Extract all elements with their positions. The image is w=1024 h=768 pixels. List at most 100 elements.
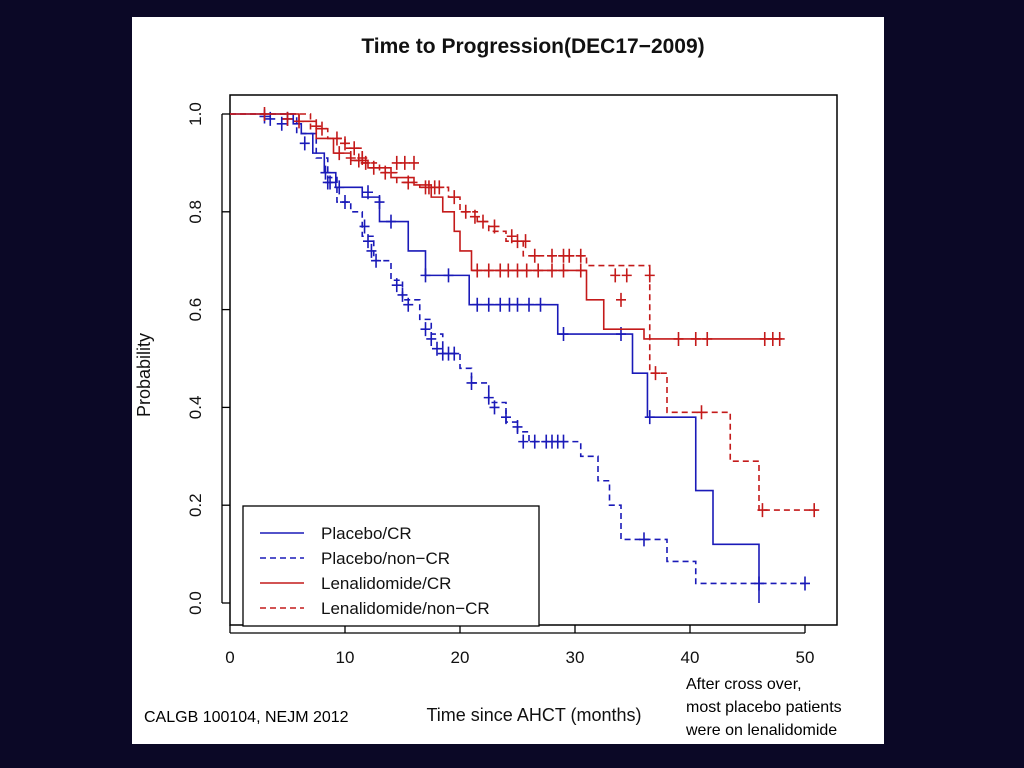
- citation-note: CALGB 100104, NEJM 2012: [144, 709, 349, 726]
- censor-mark: [503, 263, 514, 278]
- censor-mark: [320, 165, 331, 180]
- censor-mark: [466, 375, 477, 390]
- censor-mark: [518, 434, 529, 449]
- censor-mark: [432, 341, 442, 356]
- x-axis-label: Time since AHCT (months): [426, 705, 641, 725]
- x-tick-label: 40: [681, 648, 700, 667]
- censor-mark: [317, 121, 327, 136]
- censor-mark: [690, 331, 701, 346]
- censor-mark: [469, 209, 480, 224]
- censor-mark: [331, 131, 342, 146]
- censor-mark: [800, 576, 810, 591]
- censor-mark: [472, 297, 483, 312]
- censor-mark: [443, 268, 454, 283]
- x-tick-label: 0: [225, 648, 234, 667]
- censor-mark: [621, 268, 632, 283]
- censor-mark: [535, 297, 546, 312]
- censor-mark: [521, 263, 532, 278]
- censor-mark: [294, 114, 304, 129]
- censor-mark: [512, 263, 523, 278]
- censor-mark: [399, 155, 410, 170]
- censor-mark: [449, 190, 460, 205]
- censor-mark: [644, 268, 655, 283]
- legend-label: Lenalidomide/CR: [321, 574, 451, 593]
- censor-mark: [276, 116, 287, 131]
- legend-label: Placebo/non−CR: [321, 549, 450, 568]
- censor-mark: [397, 287, 408, 302]
- legend-label: Placebo/CR: [321, 524, 412, 543]
- censor-mark: [520, 234, 531, 249]
- y-tick-label: 0.6: [186, 298, 205, 322]
- censor-mark: [610, 268, 621, 283]
- censor-mark: [325, 175, 336, 190]
- censor-mark: [558, 327, 569, 342]
- crossover-note-line: After cross over,: [686, 676, 802, 693]
- censor-mark: [363, 185, 373, 200]
- y-tick-label: 0.4: [186, 396, 205, 420]
- censor-mark: [673, 331, 684, 346]
- series-1: [230, 111, 810, 591]
- censor-mark: [809, 503, 820, 518]
- censor-mark: [512, 297, 523, 312]
- censor-mark: [472, 263, 483, 278]
- censor-mark: [374, 195, 385, 210]
- censor-mark: [391, 278, 402, 293]
- censor-mark: [702, 331, 713, 346]
- y-tick-label: 1.0: [186, 102, 205, 126]
- censor-mark: [483, 297, 494, 312]
- censor-mark: [403, 297, 414, 312]
- x-tick-label: 20: [451, 648, 470, 667]
- censor-mark: [386, 214, 396, 229]
- censor-mark: [403, 175, 414, 190]
- series-group: [230, 107, 820, 603]
- crossover-note-line: most placebo patients: [686, 699, 842, 716]
- censor-mark: [696, 405, 707, 420]
- crossover-note-line: were on lenalidomide: [686, 722, 838, 739]
- censor-mark: [371, 253, 382, 268]
- censor-mark: [478, 214, 488, 229]
- censor-mark: [380, 165, 391, 180]
- censor-mark: [489, 219, 500, 234]
- censor-mark: [409, 155, 419, 170]
- censor-mark: [575, 248, 586, 263]
- censor-mark: [547, 248, 557, 263]
- censor-mark: [420, 180, 431, 195]
- chart-panel: Time to Progression(DEC17−2009) 0 10 20 30 4…: [132, 17, 884, 744]
- series-line: [230, 113, 817, 511]
- censor-mark: [564, 248, 575, 263]
- censor-mark: [483, 263, 494, 278]
- censor-mark: [512, 419, 523, 434]
- censor-mark: [340, 136, 350, 151]
- censor-mark: [449, 346, 460, 361]
- censor-mark: [575, 263, 586, 278]
- censor-mark: [533, 263, 544, 278]
- censor-mark: [650, 366, 661, 381]
- censor-mark: [558, 434, 569, 449]
- censor-mark: [366, 243, 377, 258]
- censor-mark: [282, 111, 293, 126]
- legend-label: Lenalidomide/non−CR: [321, 599, 490, 618]
- censor-mark: [311, 119, 322, 134]
- censor-mark: [547, 263, 557, 278]
- chart-title: Time to Progression(DEC17−2009): [361, 35, 704, 58]
- crossover-note: After cross over, most placebo patients …: [686, 673, 884, 742]
- censor-mark: [349, 141, 360, 156]
- km-chart: Time to Progression(DEC17−2009) 0 10 20 30 4…: [134, 35, 838, 725]
- censor-mark: [420, 322, 431, 337]
- censor-mark: [558, 263, 569, 278]
- y-tick-label: 0.8: [186, 200, 205, 224]
- censor-mark: [359, 219, 370, 234]
- censor-mark: [774, 331, 785, 346]
- series-line: [230, 113, 782, 340]
- censor-mark: [483, 390, 494, 405]
- censor-mark: [501, 410, 511, 425]
- censor-mark: [529, 434, 540, 449]
- censor-mark: [489, 400, 500, 415]
- censor-mark: [639, 532, 649, 547]
- censor-mark: [506, 229, 517, 244]
- censor-mark: [334, 180, 345, 195]
- series-line: [230, 113, 760, 603]
- series-3: [230, 111, 820, 518]
- legend: Placebo/CR Placebo/non−CR Lenalidomide/CR L…: [242, 505, 540, 627]
- censor-mark: [529, 248, 540, 263]
